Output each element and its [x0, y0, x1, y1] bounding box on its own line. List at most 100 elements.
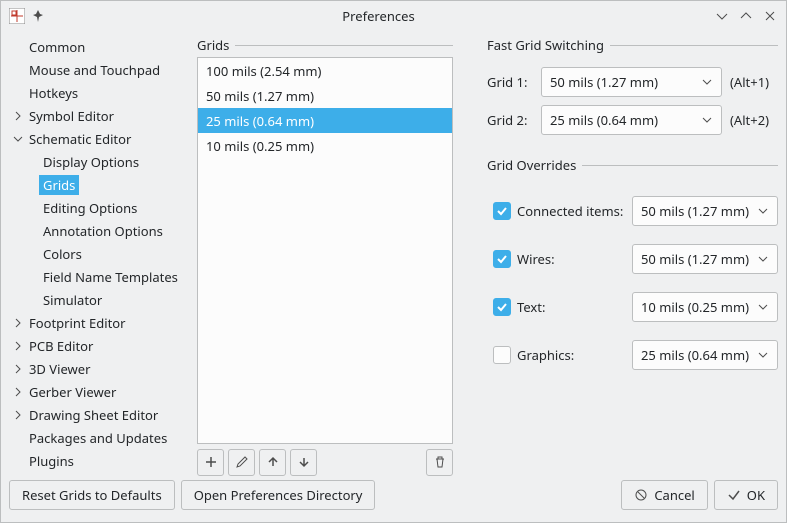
- chevron-right-icon: [11, 364, 25, 374]
- sidebar-item-label: Schematic Editor: [25, 129, 135, 149]
- override-row: Wires:50 mils (1.27 mm): [487, 235, 778, 283]
- grid1-label: Grid 1:: [487, 73, 533, 91]
- sidebar-item[interactable]: 3D Viewer: [9, 357, 191, 380]
- sidebar-item[interactable]: Schematic Editor: [9, 127, 191, 150]
- grid1-hint: (Alt+1): [730, 73, 778, 91]
- grid1-value: 50 mils (1.27 mm): [550, 73, 658, 91]
- open-preferences-dir-button[interactable]: Open Preferences Directory: [181, 480, 376, 510]
- sidebar-item[interactable]: Annotation Options: [9, 219, 191, 242]
- override-label: Connected items:: [517, 202, 626, 220]
- sidebar-item[interactable]: Colors: [9, 242, 191, 265]
- override-checkbox[interactable]: [493, 202, 511, 220]
- list-item[interactable]: 50 mils (1.27 mm): [198, 83, 452, 108]
- chevron-down-icon: [701, 114, 713, 126]
- move-up-button[interactable]: [259, 449, 286, 476]
- sidebar-item-label: PCB Editor: [25, 336, 97, 356]
- sidebar-item-label: Hotkeys: [25, 83, 82, 103]
- sidebar-item[interactable]: Plugins: [9, 449, 191, 472]
- reset-defaults-button[interactable]: Reset Grids to Defaults: [9, 480, 175, 510]
- sidebar-item-label: Display Options: [39, 152, 143, 172]
- grids-panel: Grids 100 mils (2.54 mm)50 mils (1.27 mm…: [197, 35, 453, 476]
- overrides-label: Grid Overrides: [487, 156, 576, 174]
- footer: Reset Grids to Defaults Open Preferences…: [1, 476, 786, 522]
- sidebar-item[interactable]: Footprint Editor: [9, 311, 191, 334]
- sidebar-item[interactable]: Grids: [9, 173, 191, 196]
- grids-listbox[interactable]: 100 mils (2.54 mm)50 mils (1.27 mm)25 mi…: [197, 57, 453, 444]
- sidebar-item[interactable]: Hotkeys: [9, 81, 191, 104]
- grids-header: Grids: [197, 35, 453, 57]
- sidebar-item[interactable]: Packages and Updates: [9, 426, 191, 449]
- sidebar-item[interactable]: PCB Editor: [9, 334, 191, 357]
- sidebar-item-label: Mouse and Touchpad: [25, 60, 164, 80]
- sidebar-item[interactable]: Symbol Editor: [9, 104, 191, 127]
- sidebar-item-label: Editing Options: [39, 198, 141, 218]
- edit-button[interactable]: [228, 449, 255, 476]
- override-label: Text:: [517, 298, 626, 316]
- sidebar-item[interactable]: Drawing Sheet Editor: [9, 403, 191, 426]
- grid2-label: Grid 2:: [487, 111, 533, 129]
- sidebar-item-label: Grids: [39, 175, 79, 195]
- maximize-icon[interactable]: [738, 8, 754, 24]
- move-down-button[interactable]: [290, 449, 317, 476]
- chevron-right-icon: [11, 318, 25, 328]
- grid2-value: 25 mils (0.64 mm): [550, 111, 658, 129]
- sidebar-item[interactable]: Simulator: [9, 288, 191, 311]
- minimize-icon[interactable]: [714, 8, 730, 24]
- list-item[interactable]: 10 mils (0.25 mm): [198, 133, 452, 158]
- sidebar-item-label: Footprint Editor: [25, 313, 130, 333]
- app-icon: [9, 8, 25, 24]
- sidebar-item-label: Packages and Updates: [25, 428, 171, 448]
- override-row: Text: 10 mils (0.25 mm): [487, 283, 778, 331]
- sidebar-item-label: Common: [25, 37, 89, 57]
- chevron-right-icon: [11, 433, 25, 443]
- grid2-hint: (Alt+2): [730, 111, 778, 129]
- grid1-row: Grid 1: 50 mils (1.27 mm) (Alt+1): [487, 63, 778, 101]
- titlebar: Preferences: [1, 1, 786, 31]
- grid1-select[interactable]: 50 mils (1.27 mm): [541, 67, 722, 97]
- add-button[interactable]: [197, 449, 224, 476]
- chevron-down-icon: [757, 205, 769, 217]
- chevron-down-icon: [757, 349, 769, 361]
- chevron-right-icon: [11, 410, 25, 420]
- list-item[interactable]: 25 mils (0.64 mm): [198, 108, 452, 133]
- grid2-select[interactable]: 25 mils (0.64 mm): [541, 105, 722, 135]
- sidebar-item[interactable]: Field Name Templates: [9, 265, 191, 288]
- sidebar-item[interactable]: Gerber Viewer: [9, 380, 191, 403]
- pin-icon[interactable]: [31, 9, 45, 23]
- close-icon[interactable]: [762, 8, 778, 24]
- window-title: Preferences: [51, 7, 706, 25]
- override-row: Connected items: 50 mils (1.27 mm): [487, 187, 778, 235]
- sidebar-item-label: Drawing Sheet Editor: [25, 405, 162, 425]
- chevron-right-icon: [11, 88, 25, 98]
- override-checkbox[interactable]: [493, 298, 511, 316]
- sidebar-item[interactable]: Common: [9, 35, 191, 58]
- sidebar-item[interactable]: Mouse and Touchpad: [9, 58, 191, 81]
- override-select[interactable]: 50 mils (1.27 mm): [632, 196, 778, 226]
- divider: [235, 45, 453, 46]
- override-label: Graphics:: [517, 346, 626, 364]
- ok-button[interactable]: OK: [714, 480, 778, 510]
- ok-icon: [727, 488, 741, 502]
- chevron-right-icon: [11, 387, 25, 397]
- override-select[interactable]: 25 mils (0.64 mm): [632, 340, 778, 370]
- divider: [582, 165, 778, 166]
- override-checkbox[interactable]: [493, 346, 511, 364]
- sidebar-item-label: Gerber Viewer: [25, 382, 120, 402]
- grids-toolbar: [197, 444, 453, 476]
- override-select[interactable]: 50 mils (1.27 mm): [632, 244, 778, 274]
- sidebar-item[interactable]: Editing Options: [9, 196, 191, 219]
- sidebar-item-label: 3D Viewer: [25, 359, 94, 379]
- chevron-down-icon: [757, 301, 769, 313]
- override-checkbox[interactable]: [493, 250, 511, 268]
- override-select[interactable]: 10 mils (0.25 mm): [632, 292, 778, 322]
- cancel-icon: [634, 488, 648, 502]
- chevron-down-icon: [11, 134, 25, 144]
- settings-panel: Fast Grid Switching Grid 1: 50 mils (1.2…: [459, 35, 778, 476]
- sidebar-item-label: Simulator: [39, 290, 106, 310]
- list-item[interactable]: 100 mils (2.54 mm): [198, 58, 452, 83]
- fast-switch-label: Fast Grid Switching: [487, 36, 604, 54]
- sidebar-item[interactable]: Display Options: [9, 150, 191, 173]
- cancel-button[interactable]: Cancel: [621, 480, 707, 510]
- fast-switch-header: Fast Grid Switching: [487, 35, 778, 57]
- delete-button[interactable]: [426, 449, 453, 476]
